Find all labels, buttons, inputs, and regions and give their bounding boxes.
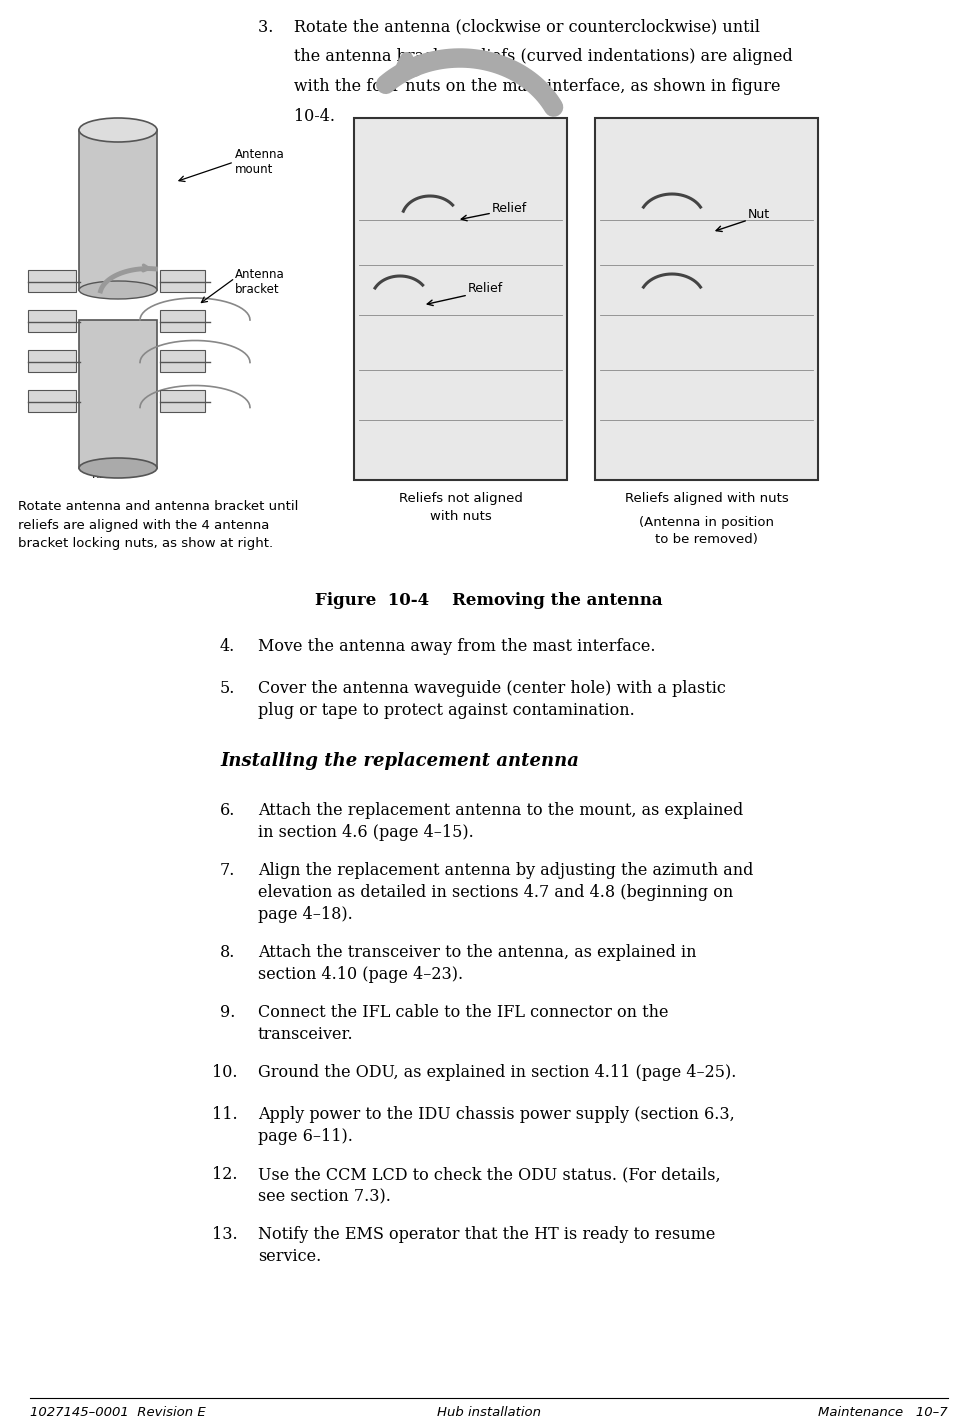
Text: Notify the EMS operator that the HT is ready to resume
service.: Notify the EMS operator that the HT is r… [258, 1226, 714, 1265]
Text: Antenna
mount: Antenna mount [234, 148, 284, 175]
Text: with the four nuts on the mast interface, as shown in figure: with the four nuts on the mast interface… [258, 78, 780, 96]
Bar [79, 319, 157, 468]
Text: Move the antenna away from the mast interface.: Move the antenna away from the mast inte… [258, 637, 655, 655]
Text: Reliefs aligned with nuts: Reliefs aligned with nuts [624, 492, 787, 505]
Text: Relief: Relief [468, 281, 503, 295]
Bar [28, 309, 76, 332]
Text: Figure  10-4    Removing the antenna: Figure 10-4 Removing the antenna [315, 592, 662, 609]
Text: Connect the IFL cable to the IFL connector on the
transceiver.: Connect the IFL cable to the IFL connect… [258, 1004, 668, 1042]
Text: Maintenance   10–7: Maintenance 10–7 [818, 1406, 947, 1419]
Text: Use the CCM LCD to check the ODU status. (For details,
see section 7.3).: Use the CCM LCD to check the ODU status.… [258, 1166, 720, 1205]
Bar [160, 270, 205, 292]
Bar [354, 118, 567, 481]
Ellipse shape [79, 118, 157, 143]
Text: 6.: 6. [220, 801, 235, 819]
Text: 12.: 12. [212, 1166, 237, 1184]
Bar [160, 309, 205, 332]
Text: Hub installation: Hub installation [437, 1406, 540, 1419]
Text: 11.: 11. [212, 1107, 237, 1124]
Text: 9.: 9. [220, 1004, 235, 1021]
Bar [28, 389, 76, 412]
Text: Installing the replacement antenna: Installing the replacement antenna [220, 752, 578, 770]
Text: Antenna
bracket: Antenna bracket [234, 268, 284, 297]
Text: 7.: 7. [220, 861, 235, 878]
Text: 8.: 8. [220, 944, 235, 961]
Text: the antenna bracket reliefs (curved indentations) are aligned: the antenna bracket reliefs (curved inde… [258, 48, 792, 66]
Bar [594, 118, 817, 481]
Text: 10.: 10. [212, 1064, 237, 1081]
Text: Attach the replacement antenna to the mount, as explained
in section 4.6 (page 4: Attach the replacement antenna to the mo… [258, 801, 743, 841]
Text: 4.: 4. [220, 637, 235, 655]
Ellipse shape [79, 458, 157, 478]
Text: Apply power to the IDU chassis power supply (section 6.3,
page 6–11).: Apply power to the IDU chassis power sup… [258, 1107, 734, 1145]
Bar [28, 270, 76, 292]
Bar [28, 349, 76, 372]
Text: 1027145–0001  Revision E: 1027145–0001 Revision E [30, 1406, 205, 1419]
Text: Relief: Relief [491, 201, 527, 214]
Text: 13.: 13. [212, 1226, 237, 1243]
Bar [160, 389, 205, 412]
Text: 3.    Rotate the antenna (clockwise or counterclockwise) until: 3. Rotate the antenna (clockwise or coun… [258, 19, 759, 36]
Text: (Antenna in position
to be removed): (Antenna in position to be removed) [638, 516, 773, 546]
Text: Cover the antenna waveguide (center hole) with a plastic
plug or tape to protect: Cover the antenna waveguide (center hole… [258, 680, 725, 719]
Ellipse shape [79, 281, 157, 299]
Text: Rotate antenna and antenna bracket until
reliefs are aligned with the 4 antenna
: Rotate antenna and antenna bracket until… [18, 501, 298, 550]
Text: Align the replacement antenna by adjusting the azimuth and
elevation as detailed: Align the replacement antenna by adjusti… [258, 861, 752, 923]
Text: 10-4.: 10-4. [258, 108, 335, 125]
Text: Attach the transceiver to the antenna, as explained in
section 4.10 (page 4–23).: Attach the transceiver to the antenna, a… [258, 944, 696, 983]
Text: Ground the ODU, as explained in section 4.11 (page 4–25).: Ground the ODU, as explained in section … [258, 1064, 736, 1081]
Text: 5.: 5. [220, 680, 235, 697]
Bar [160, 349, 205, 372]
Bar [79, 130, 157, 289]
Text: hb117: hb117 [92, 468, 129, 481]
Text: Reliefs not aligned
with nuts: Reliefs not aligned with nuts [399, 492, 522, 523]
Text: Nut: Nut [747, 208, 769, 221]
